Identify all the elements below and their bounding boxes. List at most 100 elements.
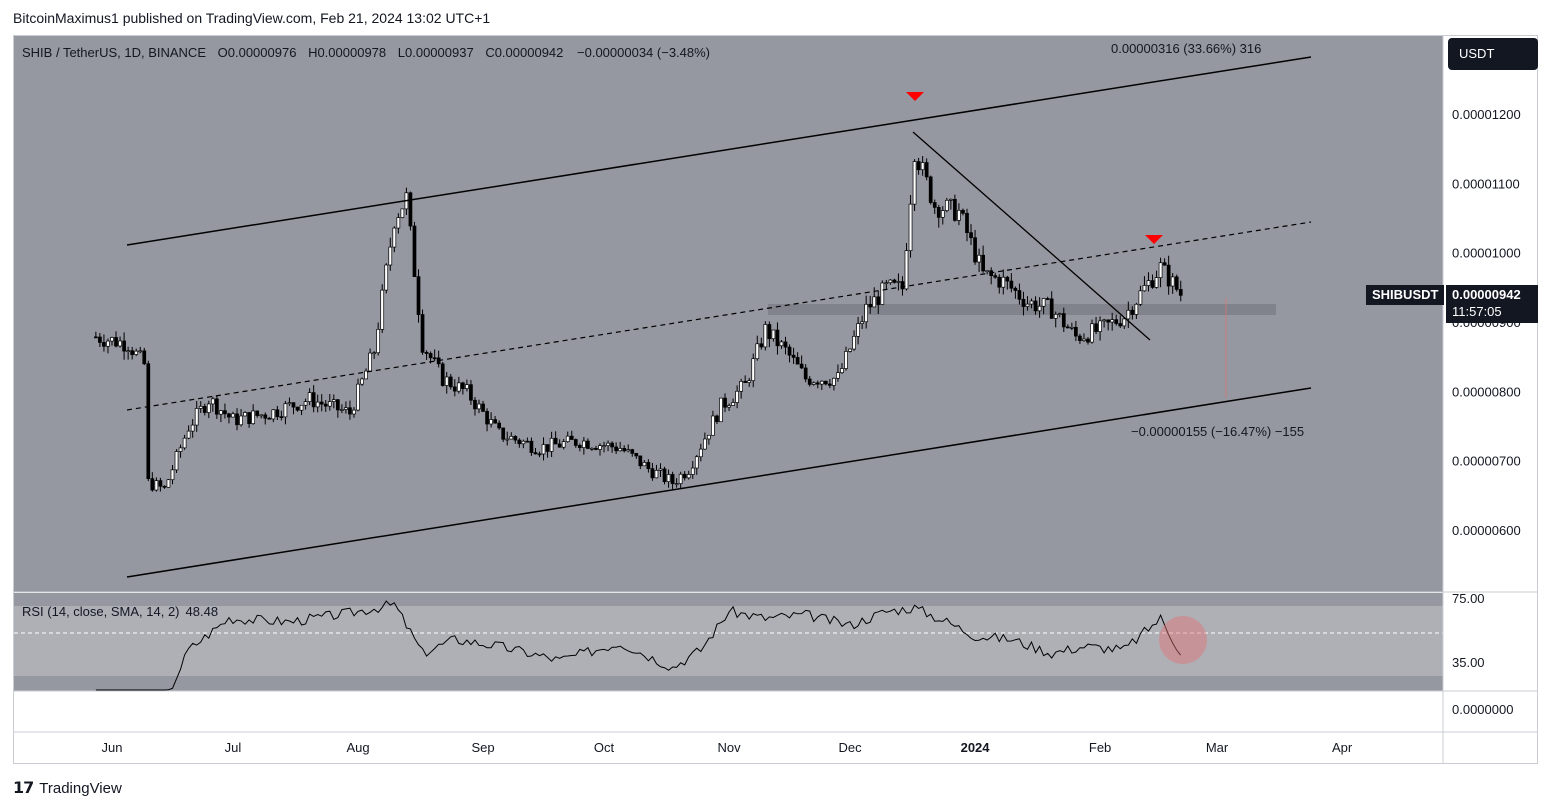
- tradingview-brand[interactable]: 𝟭𝟳 TradingView: [13, 778, 122, 798]
- candle-body: [852, 335, 856, 350]
- candle-body: [513, 435, 518, 441]
- candle-body: [420, 314, 425, 353]
- candle-body: [586, 440, 590, 449]
- candle-body: [1118, 323, 1123, 327]
- candle-body: [400, 208, 405, 218]
- candle-body: [1013, 287, 1018, 291]
- candle-body: [1130, 309, 1135, 315]
- candle-body: [517, 439, 522, 445]
- candle-body: [981, 254, 985, 272]
- candle-body: [231, 413, 235, 418]
- candle-body: [1017, 290, 1022, 300]
- candle-body: [557, 443, 562, 448]
- candle-body: [311, 392, 316, 408]
- candle-body: [1037, 305, 1042, 312]
- candle-body: [598, 445, 602, 450]
- candle-body: [283, 403, 288, 418]
- candle-body: [206, 403, 211, 413]
- candle-body: [666, 474, 671, 483]
- candle-body: [1166, 264, 1171, 287]
- candle-body: [807, 378, 812, 385]
- candle-body: [610, 442, 614, 448]
- symbol-legend[interactable]: SHIB / TetherUS, 1D, BINANCE O0.00000976…: [22, 45, 710, 60]
- candle-body: [844, 351, 848, 369]
- candle-body: [287, 402, 292, 405]
- rsi-value: 48.48: [185, 604, 219, 619]
- price-tick-label: 0.00000800: [1452, 384, 1521, 399]
- candle-body: [840, 368, 844, 374]
- candle-body: [630, 449, 635, 454]
- candle-body: [368, 352, 372, 372]
- candle-body: [485, 411, 489, 425]
- candle-body: [896, 281, 901, 283]
- candle-body: [537, 453, 542, 456]
- candle-body: [618, 448, 623, 452]
- candle-body: [323, 403, 328, 407]
- currency-button[interactable]: USDT: [1448, 38, 1538, 70]
- candle-body: [1082, 338, 1086, 341]
- candle-body: [380, 289, 385, 330]
- candle-body: [993, 275, 998, 278]
- candle-body: [259, 414, 264, 417]
- candle-body: [388, 246, 393, 266]
- candle-body: [331, 399, 336, 402]
- price-tick-label: 0.00001200: [1452, 107, 1521, 122]
- candle-body: [836, 372, 840, 379]
- time-axis[interactable]: Jun Jul Aug Sep Oct Nov Dec 2024 Feb Mar Apr: [102, 740, 1353, 755]
- candle-body: [832, 377, 836, 386]
- candle-body: [900, 281, 905, 290]
- candles-group: [94, 156, 1183, 492]
- candle-body: [783, 341, 788, 348]
- rsi-highlight-circle: [1159, 616, 1207, 664]
- candle-body: [202, 406, 207, 413]
- candle-body: [767, 324, 772, 340]
- candle-body: [868, 303, 873, 308]
- candle-body: [465, 384, 469, 389]
- candle-body: [1045, 298, 1050, 300]
- candle-body: [1122, 318, 1127, 327]
- rsi-title[interactable]: RSI (14, close, SMA, 14, 2): [22, 604, 180, 619]
- candle-body: [1033, 300, 1038, 312]
- candle-body: [1061, 313, 1066, 328]
- candle-body: [186, 430, 191, 439]
- candle-body: [743, 380, 748, 383]
- candle-body: [106, 340, 110, 347]
- rsi-legend[interactable]: RSI (14, close, SMA, 14, 2) 48.48: [22, 604, 218, 619]
- candle-body: [509, 435, 514, 440]
- candle-body: [263, 414, 268, 419]
- candle-body: [573, 439, 578, 446]
- rsi-line: [95, 600, 1182, 691]
- candle-body: [703, 438, 707, 450]
- close-label: C: [485, 45, 495, 60]
- candle-body: [670, 474, 675, 485]
- candle-body: [154, 480, 159, 491]
- candle-body: [525, 440, 530, 443]
- candle-body: [791, 354, 796, 358]
- candle-body: [594, 447, 598, 450]
- candle-body: [1021, 298, 1026, 307]
- candle-body: [747, 380, 752, 383]
- candle-body: [299, 404, 304, 411]
- candle-body: [916, 161, 921, 171]
- candle-body: [396, 217, 401, 229]
- candle-body: [469, 384, 473, 401]
- candle-body: [1041, 298, 1046, 307]
- candle-body: [1126, 309, 1131, 320]
- symbol-title[interactable]: SHIB / TetherUS, 1D, BINANCE: [22, 45, 206, 60]
- candle-body: [1078, 335, 1082, 341]
- candle-body: [1094, 323, 1098, 332]
- channel-upper-line: [126, 56, 1312, 246]
- candle-body: [735, 390, 739, 403]
- candle-body: [1086, 338, 1090, 343]
- candle-body: [634, 453, 639, 457]
- candle-body: [1009, 280, 1014, 289]
- high-label: H: [308, 45, 318, 60]
- candle-body: [1106, 319, 1111, 323]
- candle-body: [953, 198, 957, 221]
- candle-body: [707, 434, 711, 440]
- candle-body: [884, 282, 889, 285]
- candle-body: [1074, 326, 1078, 337]
- low-value: 0.00000937: [405, 45, 474, 60]
- candle-body: [908, 203, 913, 252]
